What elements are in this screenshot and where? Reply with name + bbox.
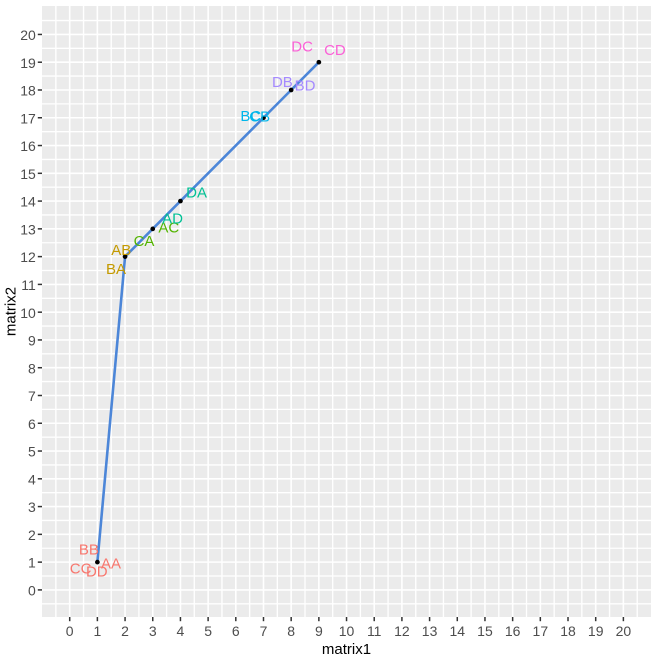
svg-text:2: 2 [28, 527, 36, 543]
svg-text:1: 1 [28, 555, 36, 571]
svg-text:AA: AA [101, 555, 121, 572]
svg-text:13: 13 [422, 623, 438, 639]
svg-text:0: 0 [28, 583, 36, 599]
svg-text:DD: DD [86, 564, 108, 581]
svg-text:20: 20 [616, 623, 632, 639]
svg-text:20: 20 [20, 27, 36, 43]
svg-text:10: 10 [339, 623, 355, 639]
svg-text:15: 15 [20, 166, 36, 182]
svg-text:5: 5 [28, 444, 36, 460]
svg-text:16: 16 [505, 623, 521, 639]
svg-text:12: 12 [20, 249, 36, 265]
svg-text:AC: AC [158, 220, 179, 237]
svg-text:11: 11 [21, 277, 36, 293]
svg-text:13: 13 [20, 221, 36, 237]
svg-text:17: 17 [20, 110, 36, 126]
svg-text:3: 3 [28, 499, 36, 515]
svg-text:18: 18 [20, 83, 36, 99]
svg-text:DC: DC [291, 39, 313, 56]
svg-text:9: 9 [315, 623, 323, 639]
svg-text:CB: CB [249, 109, 270, 126]
svg-text:19: 19 [588, 623, 604, 639]
svg-text:8: 8 [287, 623, 295, 639]
svg-text:matrix1: matrix1 [322, 641, 371, 658]
svg-text:14: 14 [20, 194, 36, 210]
svg-text:12: 12 [394, 623, 410, 639]
svg-text:CA: CA [134, 233, 155, 250]
svg-text:CD: CD [324, 42, 346, 59]
svg-text:0: 0 [66, 623, 74, 639]
svg-text:BC: BC [240, 108, 261, 125]
svg-text:AD: AD [162, 211, 183, 228]
svg-text:matrix2: matrix2 [3, 287, 20, 336]
svg-text:10: 10 [20, 305, 36, 321]
svg-text:3: 3 [149, 623, 157, 639]
svg-text:14: 14 [449, 623, 465, 639]
svg-text:8: 8 [28, 360, 36, 376]
svg-text:4: 4 [28, 471, 36, 487]
svg-text:6: 6 [232, 623, 240, 639]
svg-text:BA: BA [106, 261, 126, 278]
svg-text:CC: CC [70, 561, 92, 578]
svg-text:2: 2 [121, 623, 129, 639]
svg-text:11: 11 [367, 623, 382, 639]
svg-text:15: 15 [477, 623, 493, 639]
svg-text:7: 7 [28, 388, 36, 404]
svg-text:16: 16 [20, 138, 36, 154]
svg-text:6: 6 [28, 416, 36, 432]
svg-text:7: 7 [260, 623, 268, 639]
svg-text:17: 17 [533, 623, 549, 639]
svg-text:AB: AB [111, 242, 131, 259]
svg-text:BD: BD [295, 77, 316, 94]
svg-text:DB: DB [272, 74, 293, 91]
svg-text:4: 4 [177, 623, 185, 639]
svg-text:DA: DA [186, 184, 207, 201]
svg-text:5: 5 [204, 623, 212, 639]
svg-text:19: 19 [20, 55, 36, 71]
svg-text:1: 1 [93, 623, 101, 639]
svg-text:18: 18 [560, 623, 576, 639]
svg-text:9: 9 [28, 333, 36, 349]
svg-text:BB: BB [79, 541, 99, 558]
